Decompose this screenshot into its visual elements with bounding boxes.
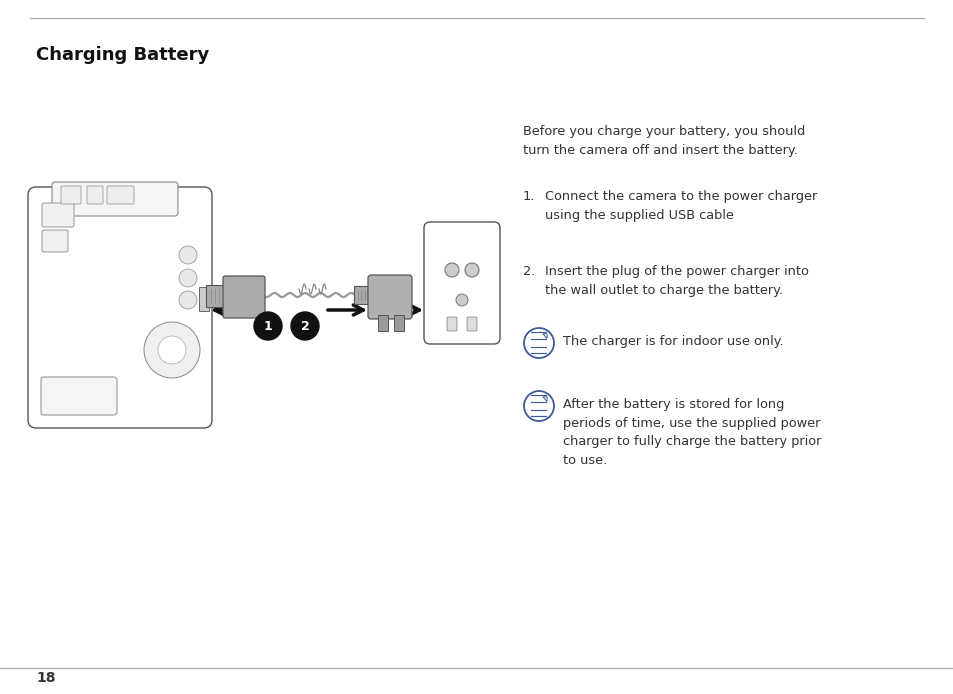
FancyBboxPatch shape: [61, 186, 81, 204]
Text: Before you charge your battery, you should
turn the camera off and insert the ba: Before you charge your battery, you shou…: [522, 125, 804, 157]
Circle shape: [179, 246, 196, 264]
Text: 2: 2: [300, 319, 309, 332]
FancyBboxPatch shape: [42, 203, 74, 227]
FancyBboxPatch shape: [447, 317, 456, 331]
FancyBboxPatch shape: [199, 287, 209, 311]
Text: 1.: 1.: [522, 190, 535, 203]
Circle shape: [158, 336, 186, 364]
Text: After the battery is stored for long
periods of time, use the supplied power
cha: After the battery is stored for long per…: [562, 398, 821, 466]
FancyBboxPatch shape: [354, 286, 372, 304]
Circle shape: [291, 312, 318, 340]
Text: 1: 1: [263, 319, 273, 332]
Circle shape: [253, 312, 282, 340]
FancyBboxPatch shape: [423, 222, 499, 344]
Text: 2.: 2.: [522, 265, 535, 278]
FancyBboxPatch shape: [28, 187, 212, 428]
Circle shape: [456, 294, 468, 306]
FancyBboxPatch shape: [87, 186, 103, 204]
FancyBboxPatch shape: [107, 186, 133, 204]
FancyBboxPatch shape: [394, 315, 403, 331]
FancyBboxPatch shape: [377, 315, 388, 331]
FancyBboxPatch shape: [206, 285, 226, 307]
Text: The charger is for indoor use only.: The charger is for indoor use only.: [562, 335, 782, 348]
Text: 18: 18: [36, 671, 55, 685]
Circle shape: [179, 269, 196, 287]
Text: Insert the plug of the power charger into
the wall outlet to charge the battery.: Insert the plug of the power charger int…: [544, 265, 808, 296]
FancyBboxPatch shape: [467, 317, 476, 331]
Text: Charging Battery: Charging Battery: [36, 46, 209, 64]
Circle shape: [464, 263, 478, 277]
Circle shape: [179, 291, 196, 309]
FancyBboxPatch shape: [41, 377, 117, 415]
FancyBboxPatch shape: [42, 230, 68, 252]
Circle shape: [444, 263, 458, 277]
Circle shape: [144, 322, 200, 378]
FancyBboxPatch shape: [52, 182, 178, 216]
FancyBboxPatch shape: [368, 275, 412, 319]
FancyBboxPatch shape: [223, 276, 265, 318]
Text: Connect the camera to the power charger
using the supplied USB cable: Connect the camera to the power charger …: [544, 190, 817, 221]
